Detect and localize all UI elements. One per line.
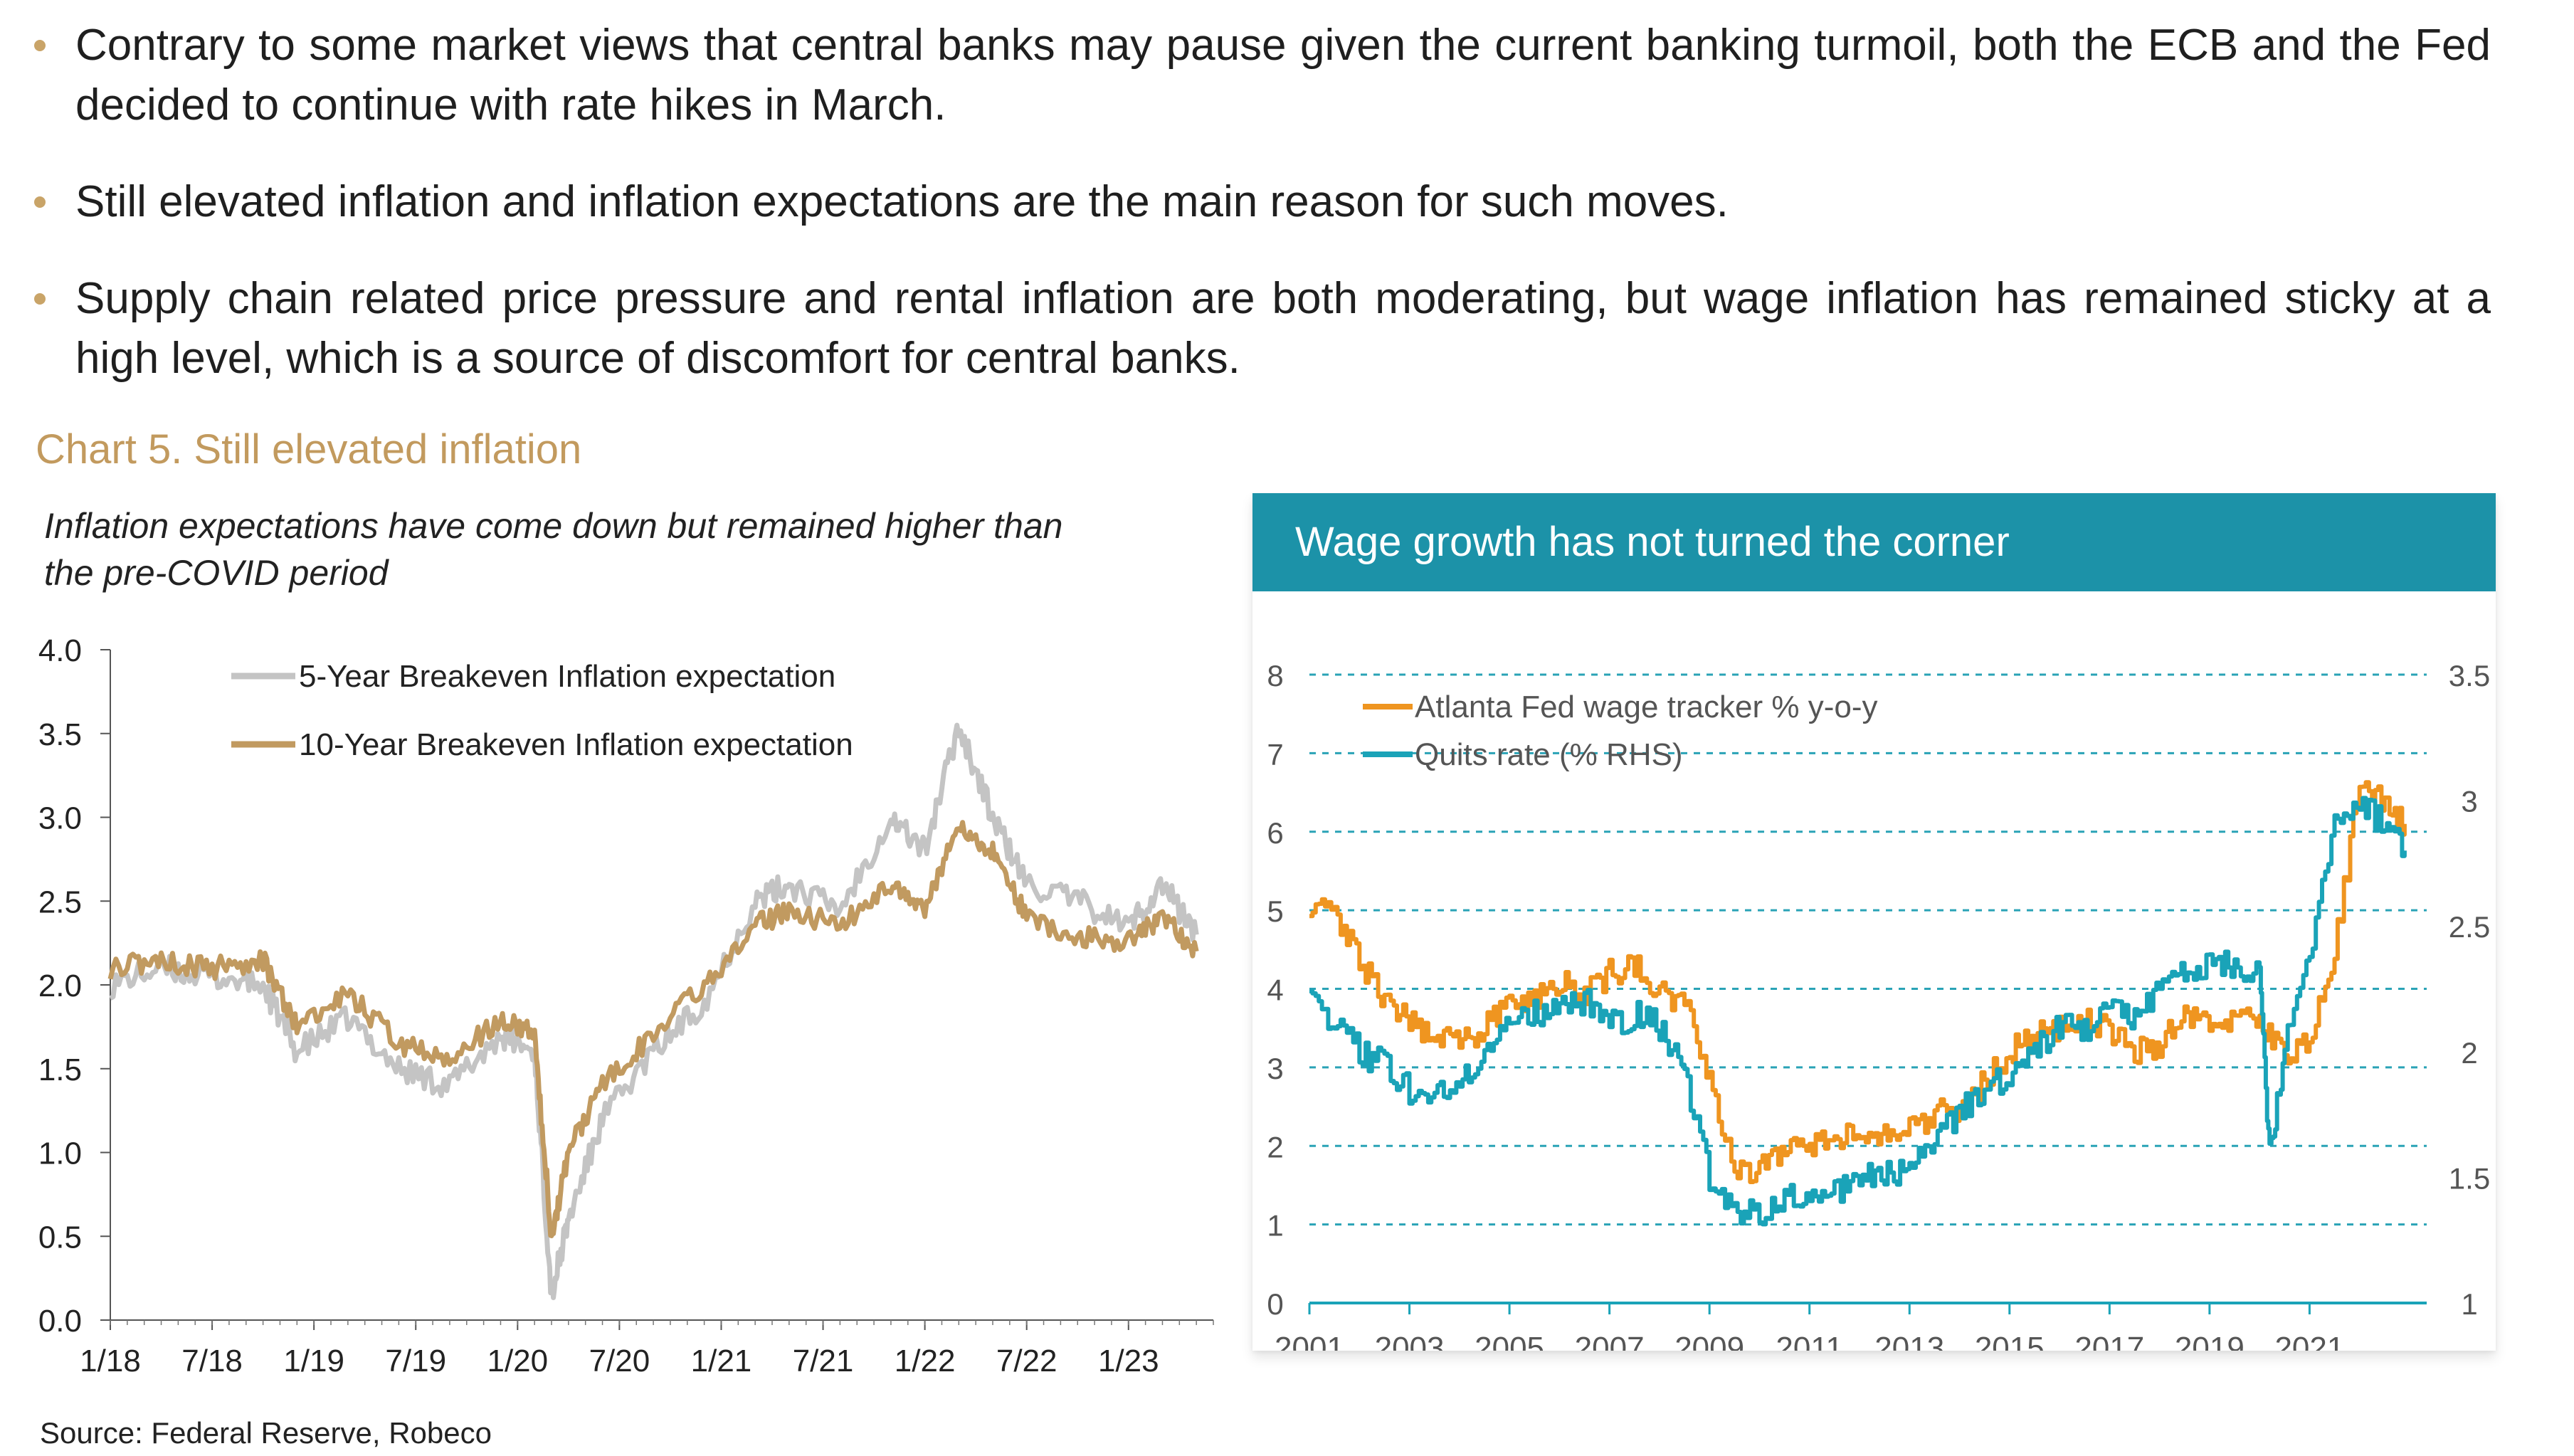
y-left-tick-label: 0	[1267, 1287, 1283, 1321]
y-left-tick-label: 5	[1267, 895, 1283, 928]
y-right-tick-label: 3	[2461, 785, 2477, 818]
quits-rate-line	[1309, 796, 2407, 1227]
wage-chart-title: Wage growth has not turned the corner	[1252, 493, 2496, 591]
x-tick-label: 2013	[1874, 1331, 1944, 1351]
y-tick-label: 3.5	[38, 717, 82, 752]
legend-label: 10-Year Breakeven Inflation expectation	[299, 727, 853, 762]
x-tick-label: 1/22	[895, 1344, 956, 1378]
y-tick-label: 2.0	[38, 969, 82, 1003]
bullet-item: Supply chain related price pressure and …	[28, 269, 2491, 389]
x-tick-label: 7/22	[996, 1344, 1057, 1378]
y-tick-label: 4.0	[38, 633, 82, 668]
y-left-tick-label: 8	[1267, 659, 1283, 692]
bullet-dot-icon	[34, 40, 46, 51]
y-right-tick-label: 2	[2461, 1036, 2477, 1070]
x-tick-label: 7/18	[181, 1344, 243, 1378]
x-tick-label: 1/21	[691, 1344, 752, 1378]
x-tick-label: 2009	[1674, 1331, 1744, 1351]
y-left-tick-label: 2	[1267, 1130, 1283, 1164]
source-note: Source: Federal Reserve, Robeco	[40, 1416, 492, 1450]
x-tick-label: 2007	[1575, 1331, 1645, 1351]
bullet-item: Contrary to some market views that centr…	[28, 16, 2491, 135]
y-left-tick-label: 1	[1267, 1209, 1283, 1243]
x-tick-label: 1/20	[487, 1344, 548, 1378]
bullet-list: Contrary to some market views that centr…	[28, 16, 2491, 426]
x-tick-label: 1/23	[1098, 1344, 1159, 1378]
y-left-tick-label: 4	[1267, 974, 1283, 1007]
y-tick-label: 1.5	[38, 1053, 82, 1087]
x-tick-label: 2017	[2074, 1331, 2144, 1351]
y-left-tick-label: 7	[1267, 737, 1283, 771]
bullet-item: Still elevated inflation and inflation e…	[28, 172, 2491, 232]
x-tick-label: 2015	[1975, 1331, 2045, 1351]
x-tick-label: 2003	[1375, 1331, 1445, 1351]
y-left-tick-label: 3	[1267, 1052, 1283, 1085]
x-tick-label: 2005	[1475, 1331, 1544, 1351]
y-tick-label: 1.0	[38, 1136, 82, 1171]
y-tick-label: 0.0	[38, 1304, 82, 1339]
x-tick-label: 2019	[2175, 1331, 2245, 1351]
y-tick-label: 0.5	[38, 1220, 82, 1255]
wage-chart-card: Wage growth has not turned the corner 0 1…	[1252, 493, 2496, 1351]
x-tick-label: 7/20	[589, 1344, 650, 1378]
x-tick-label: 2011	[1776, 1331, 1843, 1351]
legend-label: Atlanta Fed wage tracker % y-o-y	[1415, 690, 1877, 724]
series-line-5y	[109, 722, 1199, 1300]
legend-label: 5-Year Breakeven Inflation expectation	[299, 659, 835, 694]
wage-chart: 0 1 2 3 4 5 6 7 8 1 1.5 2 2.5 3 3.5 2001 2003 2005 2007 200…	[1267, 659, 2490, 1351]
x-tick-label: 1/19	[283, 1344, 344, 1378]
x-tick-label: 2001	[1275, 1331, 1344, 1351]
bullet-dot-icon	[34, 196, 46, 208]
series-line-10y	[107, 820, 1199, 1238]
left-chart-title: Inflation expectations have come down bu…	[44, 506, 1063, 593]
y-left-tick-label: 6	[1267, 816, 1283, 850]
x-tick-label: 7/19	[385, 1344, 446, 1378]
x-tick-label: 1/18	[80, 1344, 141, 1378]
wage-tracker-line	[1309, 780, 2407, 1184]
legend-label: Quits rate (% RHS)	[1415, 737, 1683, 772]
y-right-tick-label: 1	[2461, 1287, 2477, 1321]
chart-section-title: Chart 5. Still elevated inflation	[36, 426, 582, 473]
x-tick-label: 7/21	[793, 1344, 854, 1378]
y-right-tick-label: 2.5	[2449, 910, 2490, 944]
bullet-dot-icon	[34, 293, 46, 305]
y-tick-label: 3.0	[38, 801, 82, 836]
y-right-tick-label: 3.5	[2449, 659, 2490, 692]
breakeven-chart: 0.0 0.5 1.0 1.5 2.0 2.5 3.0 3.5 4.0 1/18 7/18 1/19 7…	[38, 633, 1214, 1378]
y-right-tick-label: 1.5	[2449, 1161, 2490, 1195]
y-tick-label: 2.5	[38, 885, 82, 919]
x-tick-label: 2021	[2274, 1331, 2344, 1351]
